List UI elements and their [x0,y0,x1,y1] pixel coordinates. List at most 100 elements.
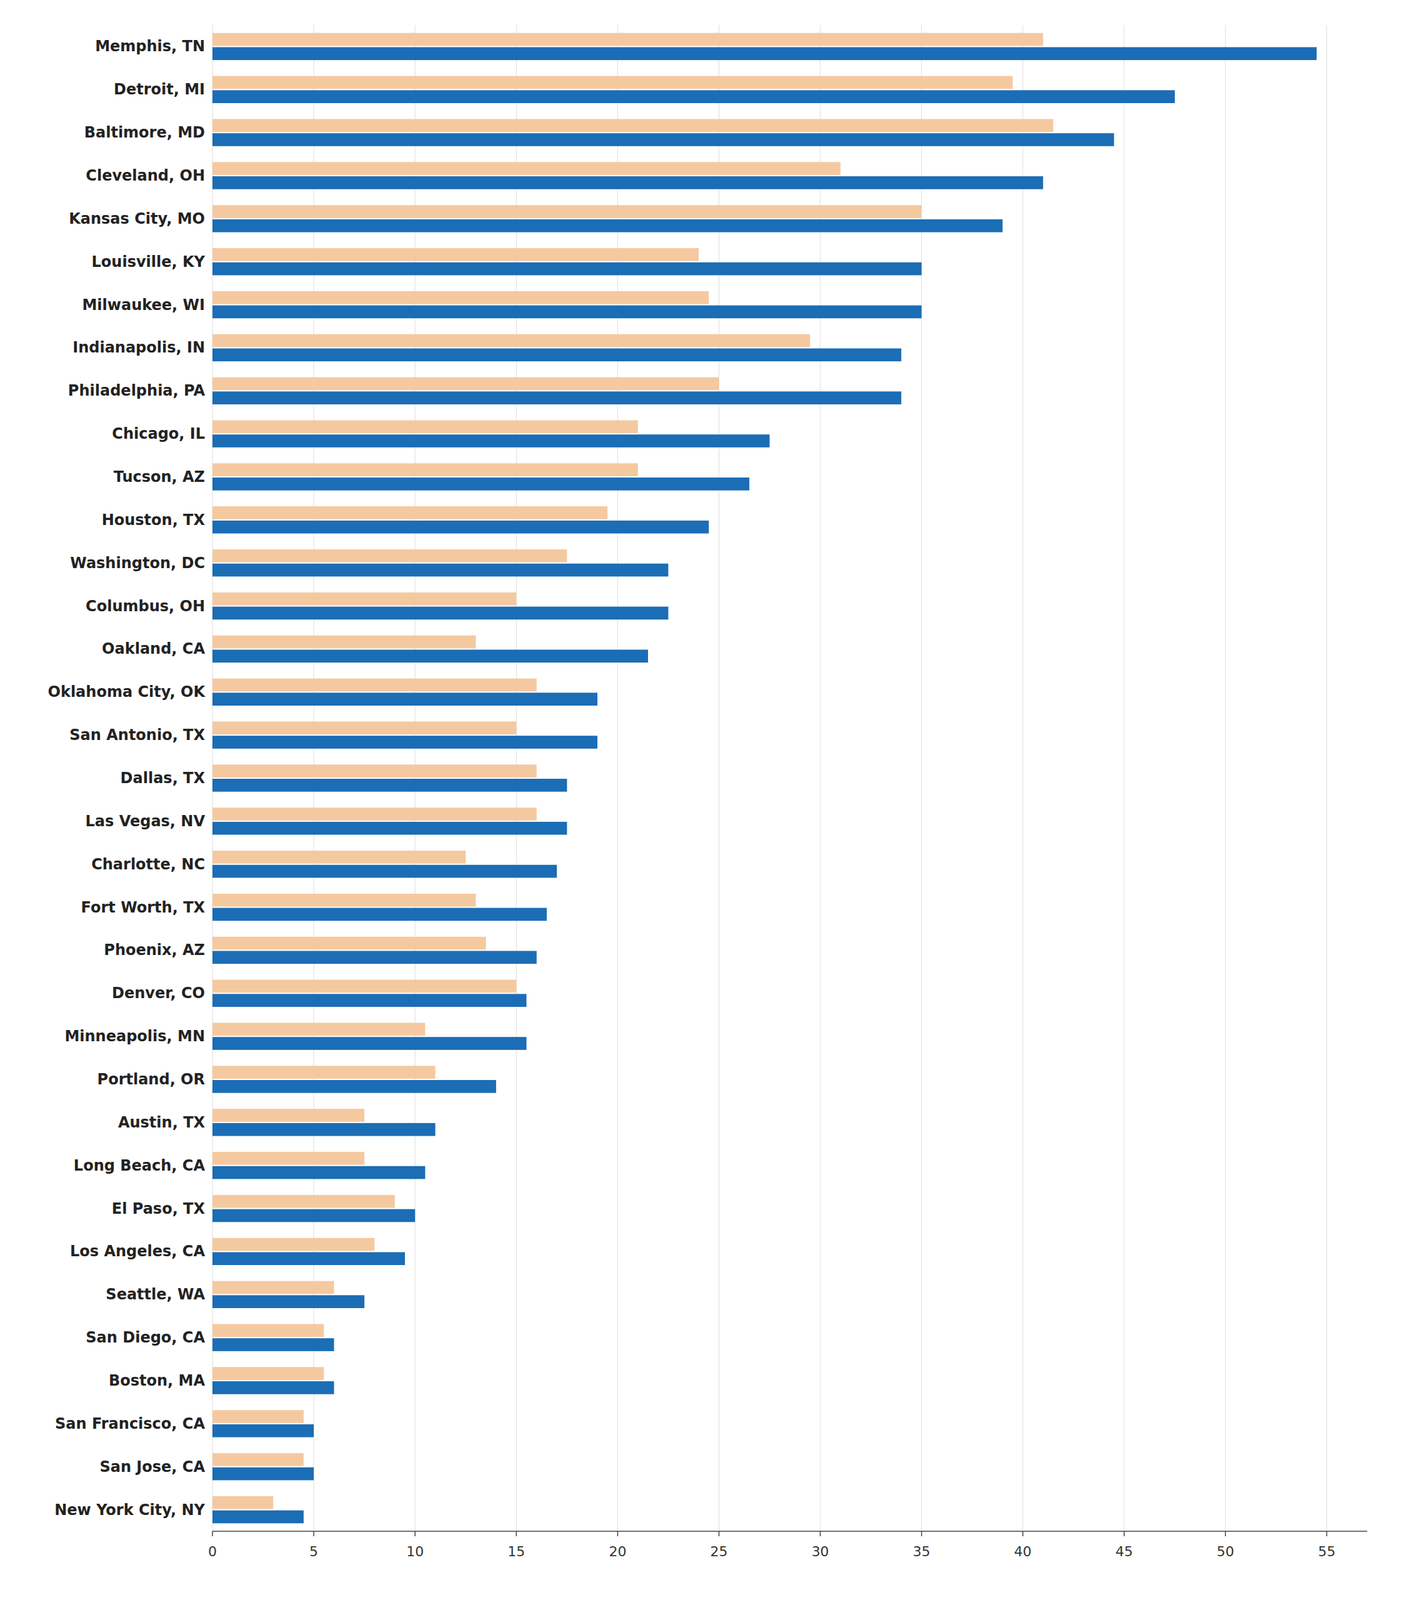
tick-mark [313,1530,315,1536]
tick-label: 0 [208,1543,217,1560]
bar [212,1294,365,1308]
category-label: Oklahoma City, OK [48,683,207,701]
category-label: Minneapolis, MN [64,1027,205,1045]
tick-mark [414,1530,416,1536]
bar [212,477,750,491]
bar [212,807,537,821]
bar [212,1166,425,1180]
bar [212,262,922,276]
category-label: Dallas, TX [120,769,206,787]
bar [212,907,547,922]
bar [212,89,1175,104]
category-label: Austin, TX [118,1113,206,1132]
grid-line [1022,24,1023,1531]
tick-label: 20 [608,1543,627,1560]
bar [212,950,537,964]
bar [212,649,649,663]
category-label: San Antonio, TX [69,726,205,744]
bar [212,1151,365,1165]
bar [212,248,699,262]
bar [212,1366,324,1380]
bar [212,563,669,577]
bar [212,348,902,362]
grid-line [718,24,720,1531]
grid-line [1123,24,1125,1531]
bar [212,1108,365,1122]
category-label: Seattle, WA [105,1285,205,1303]
bar [212,778,567,792]
tick-label: 5 [309,1543,319,1560]
category-label: Phoenix, AZ [103,941,205,959]
tick-mark [516,1530,518,1536]
bar [212,419,639,434]
bar [212,305,922,319]
bar [212,1424,314,1438]
grid-line [1225,24,1227,1531]
tick-mark [718,1530,720,1536]
bar [212,993,527,1007]
category-label: San Diego, CA [85,1328,205,1347]
category-label: San Jose, CA [99,1457,205,1476]
category-label: Los Angeles, CA [69,1242,205,1260]
category-label: Washington, DC [69,554,205,572]
tick-mark [617,1530,619,1536]
category-label: Fort Worth, TX [81,898,206,917]
bars [212,33,1317,1524]
bar [212,592,517,606]
tick-label: 40 [1014,1543,1032,1560]
grid-line [921,24,922,1531]
grid-line [819,24,821,1531]
tick-mark [1326,1530,1328,1536]
bar [212,46,1317,60]
bar [212,204,922,219]
category-label: Boston, MA [108,1371,205,1390]
category-label: Long Beach, CA [73,1156,206,1175]
bar [212,1381,335,1395]
bar [212,1194,395,1208]
tick-mark [1123,1530,1125,1536]
category-label: Columbus, OH [85,597,205,615]
tick-label: 50 [1216,1543,1235,1560]
bar [212,1209,415,1223]
bar [212,391,902,405]
category-label: San Francisco, CA [54,1414,205,1433]
bar [212,692,598,706]
category-label: Philadelphia, PA [68,381,206,400]
category-label: Charlotte, NC [91,855,205,873]
bar [212,377,720,391]
tick-label: 35 [912,1543,931,1560]
bar [212,161,841,175]
tick-label: 45 [1115,1543,1133,1560]
bar [212,463,639,477]
bar [212,1065,436,1079]
bar [212,76,1013,90]
category-label: El Paso, TX [111,1199,206,1218]
category-label: Louisville, KY [91,253,206,271]
bar [212,176,1043,190]
category-label: Memphis, TN [94,37,205,55]
bar [212,1036,527,1050]
grid [212,24,1327,1531]
bar [212,864,557,878]
category-label: Denver, CO [111,984,205,1002]
category-label: Indianapolis, IN [72,338,205,357]
category-label: Milwaukee, WI [81,296,205,314]
bar [212,1337,335,1352]
bar [212,133,1115,147]
category-label: Oakland, CA [101,639,205,658]
bar [212,850,466,864]
bar [212,678,537,692]
bar [212,1022,425,1036]
bar [212,635,476,649]
bar [212,434,770,448]
bar [212,979,517,993]
tick-label: 10 [406,1543,424,1560]
bar [212,219,1003,233]
chart: 0510152025303540455055Memphis, TNDetroit… [0,0,1411,1600]
category-label: Houston, TX [101,511,206,529]
bar [212,1122,436,1137]
bar [212,118,1053,132]
category-label: Tucson, AZ [113,468,205,486]
category-label: Baltimore, MD [84,123,205,142]
category-label: Detroit, MI [113,80,205,99]
